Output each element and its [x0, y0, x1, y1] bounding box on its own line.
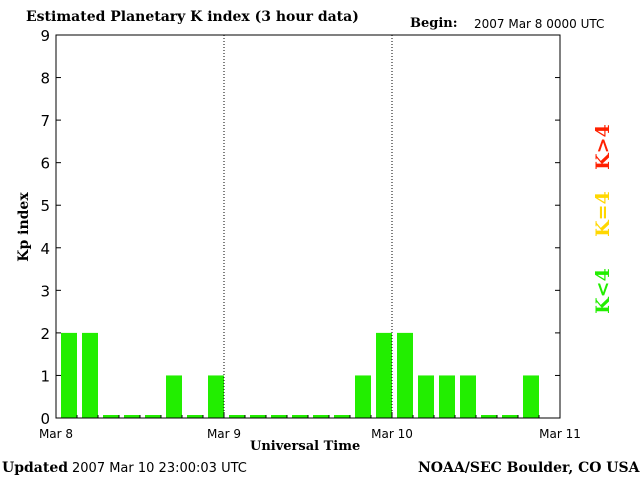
y-tick-label: 8: [40, 70, 50, 88]
kp-bar: [187, 415, 203, 418]
kp-bar: [481, 415, 497, 418]
source-credit: NOAA/SEC Boulder, CO USA: [418, 460, 640, 476]
kp-bar: [208, 375, 224, 418]
kp-bar: [376, 332, 392, 418]
kp-bar: [271, 415, 287, 418]
kp-bar: [334, 415, 350, 418]
legend-k-less-4: K<4: [592, 268, 614, 314]
kp-bar: [355, 375, 371, 418]
kp-bar: [124, 415, 140, 418]
begin-value: 2007 Mar 8 0000 UTC: [474, 17, 605, 31]
kp-bar: [523, 375, 539, 418]
y-tick-label: 1: [40, 367, 50, 385]
kp-bar: [145, 415, 161, 418]
y-tick-label: 4: [40, 240, 50, 258]
updated-label: Updated: [2, 460, 69, 476]
y-axis-label: Kp index: [16, 192, 32, 262]
kp-bar: [502, 415, 518, 418]
x-tick-label: Mar 10: [371, 427, 413, 441]
updated-value: 2007 Mar 10 23:00:03 UTC: [72, 461, 247, 476]
kp-bar: [397, 332, 413, 418]
y-tick-label: 2: [40, 325, 50, 343]
kp-bar: [313, 415, 329, 418]
kp-bar: [229, 415, 245, 418]
x-axis-label: Universal Time: [250, 439, 361, 454]
kp-bar: [82, 332, 98, 418]
y-tick-label: 9: [40, 27, 50, 45]
kp-bar: [292, 415, 308, 418]
kp-bar: [103, 415, 119, 418]
y-tick-label: 0: [40, 410, 50, 428]
y-tick-label: 3: [40, 282, 50, 300]
legend-k-greater-4: K>4: [592, 124, 614, 170]
x-tick-label: Mar 11: [539, 427, 581, 441]
kp-bar: [61, 332, 77, 418]
y-tick-label: 7: [40, 112, 50, 130]
chart-title: Estimated Planetary K index (3 hour data…: [26, 9, 359, 25]
legend-k-equal-4: K=4: [592, 191, 614, 237]
plot-frame: [55, 34, 561, 419]
kp-bar: [250, 415, 266, 418]
x-tick-label: Mar 8: [39, 427, 73, 441]
kp-bar: [418, 375, 434, 418]
y-tick-label: 5: [40, 197, 50, 215]
kp-bar: [439, 375, 455, 418]
x-tick-label: Mar 9: [207, 427, 241, 441]
kp-bar: [460, 375, 476, 418]
y-tick-label: 6: [40, 155, 50, 173]
begin-label: Begin:: [410, 16, 458, 31]
kp-bar: [166, 375, 182, 418]
